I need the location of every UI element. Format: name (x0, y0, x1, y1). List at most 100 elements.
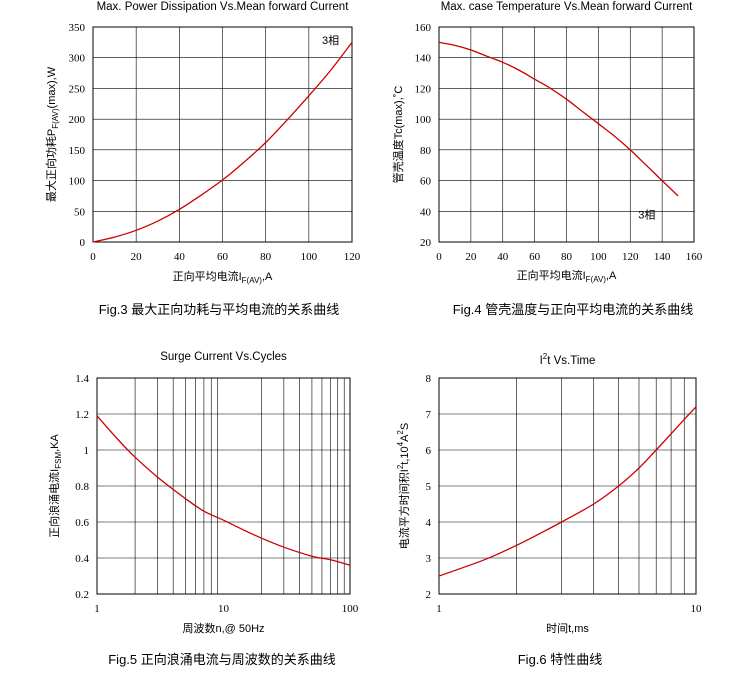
x-tick-label: 40 (174, 251, 186, 263)
y-tick-label: 7 (426, 409, 432, 421)
x-tick-label: 80 (561, 251, 573, 263)
y-tick-label: 250 (69, 83, 86, 95)
x-tick-label: 120 (344, 251, 361, 263)
y-axis-label: 管壳温度Tc(max),˚C (391, 86, 405, 184)
x-tick-label: 20 (131, 251, 143, 263)
x-tick-label: 140 (654, 251, 671, 263)
figure-caption: Fig.6 特性曲线 (518, 652, 603, 667)
y-tick-label: 1.4 (75, 373, 89, 385)
y-axis-label-sup: 4 (396, 441, 405, 446)
figure-caption: Fig.5 正向浪涌电流与周波数的关系曲线 (108, 652, 336, 667)
x-tick-label: 0 (90, 251, 96, 263)
x-tick-label: 1 (94, 603, 100, 615)
y-axis-label-tail: (max),W (46, 66, 58, 108)
plot-frame (92, 26, 353, 243)
y-axis-label-mid: t,10 (399, 446, 411, 464)
y-tick-label: 200 (69, 114, 86, 126)
x-tick-label: 100 (590, 251, 607, 263)
x-axis-label-tail: ,A (606, 270, 617, 282)
x-axis-label-tail: ,A (262, 271, 273, 283)
x-axis-label-main: 正向平均电流I (517, 268, 586, 282)
chart-title: Max. case Temperature Vs.Mean forward Cu… (441, 1, 693, 13)
y-axis-label-main: 电流平方时间积I (397, 469, 411, 549)
x-tick-label: 80 (260, 251, 272, 263)
chart-title: I2t Vs.Time (540, 352, 596, 367)
y-axis-label-main: 管壳温度Tc(max),˚C (391, 86, 405, 184)
x-axis-label: 时间t,ms (546, 622, 589, 635)
y-tick-label: 300 (69, 53, 86, 65)
x-tick-label: 120 (622, 251, 639, 263)
x-tick-label: 60 (217, 251, 229, 263)
x-axis-label-main: 时间t,ms (546, 622, 589, 635)
y-tick-label: 1.2 (75, 409, 89, 421)
y-tick-label: 350 (69, 22, 86, 34)
x-tick-label: 100 (301, 251, 318, 263)
chart-title: Surge Current Vs.Cycles (160, 351, 287, 363)
curve-annotation: 3相 (638, 208, 655, 221)
y-axis-label-main: 最大正向功耗P (44, 129, 58, 202)
x-axis-label-main: 正向平均电流I (173, 269, 242, 283)
x-axis-label-main: 周波数n,@ 50Hz (182, 622, 264, 635)
title-sup: 2 (543, 352, 548, 361)
series-line (438, 41, 679, 197)
y-tick-label: 0 (80, 237, 86, 249)
title-part: I (540, 355, 543, 367)
y-tick-label: 0.4 (75, 553, 89, 565)
y-tick-label: 100 (415, 114, 432, 126)
y-axis-label-tail: ,KA (49, 433, 61, 451)
y-tick-label: 4 (426, 517, 432, 529)
x-tick-label: 160 (686, 251, 703, 263)
series-line (438, 406, 697, 577)
y-tick-label: 140 (415, 53, 432, 65)
x-axis-label-sub: F(AV) (242, 276, 263, 285)
y-tick-label: 60 (420, 176, 432, 188)
y-tick-label: 8 (426, 373, 432, 385)
x-tick-label: 60 (529, 251, 541, 263)
y-axis-label-sup: 2 (396, 430, 405, 435)
y-axis-label: 正向浪涌电流IFSM,KA (47, 433, 63, 537)
y-tick-label: 5 (426, 481, 432, 493)
y-axis-label-tail: A (399, 434, 411, 442)
y-axis-label: 最大正向功耗PF(AV)(max),W (44, 66, 60, 202)
x-axis-label-sub: F(AV) (586, 275, 607, 284)
y-tick-label: 6 (426, 445, 432, 457)
y-tick-label: 50 (74, 206, 86, 218)
y-tick-label: 160 (415, 22, 432, 34)
plot-frame (438, 26, 695, 243)
series-line (96, 415, 351, 566)
x-tick-label: 1 (436, 603, 442, 615)
x-tick-label: 100 (342, 603, 359, 615)
y-tick-label: 20 (420, 237, 432, 249)
y-axis-label: 电流平方时间积I2t,104A2S (396, 423, 411, 549)
plot-frame (96, 377, 351, 595)
chart-title: Max. Power Dissipation Vs.Mean forward C… (97, 1, 350, 13)
case-temperature-chart: 20 40 60 80 100 120 140 160 0 20 40 60 80 100 120 140 16… (391, 1, 703, 317)
y-tick-label: 3 (426, 553, 432, 565)
y-axis-label-sup: 2 (396, 464, 405, 469)
figure-caption: Fig.4 管壳温度与正向平均电流的关系曲线 (453, 302, 694, 317)
series-line (92, 42, 353, 243)
y-tick-label: 80 (420, 145, 432, 157)
y-axis-label-sub: FSM (54, 452, 63, 469)
y-tick-label: 0.6 (75, 517, 89, 529)
x-tick-label: 0 (436, 251, 442, 263)
y-tick-label: 0.8 (75, 481, 89, 493)
x-axis-label: 正向平均电流IF(AV),A (517, 268, 617, 284)
x-tick-label: 10 (218, 603, 230, 615)
y-tick-label: 120 (415, 83, 432, 95)
title-part: t Vs.Time (547, 355, 595, 367)
y-axis-label-sub: F(AV) (51, 108, 60, 129)
y-tick-label: 1 (84, 445, 90, 457)
curve-annotation: 3相 (322, 34, 339, 47)
power-dissipation-chart: 0 50 100 150 200 250 300 350 0 20 40 60 80 100 120 Max.… (44, 1, 361, 317)
y-tick-label: 0.2 (75, 589, 89, 601)
y-tick-label: 2 (426, 589, 432, 601)
figure-caption: Fig.3 最大正向功耗与平均电流的关系曲线 (99, 302, 340, 317)
x-tick-label: 40 (497, 251, 509, 263)
y-tick-label: 100 (69, 176, 86, 188)
x-axis-label: 周波数n,@ 50Hz (182, 622, 264, 635)
y-axis-label-main: 正向浪涌电流I (47, 469, 61, 538)
y-axis-label-end: S (399, 423, 411, 430)
